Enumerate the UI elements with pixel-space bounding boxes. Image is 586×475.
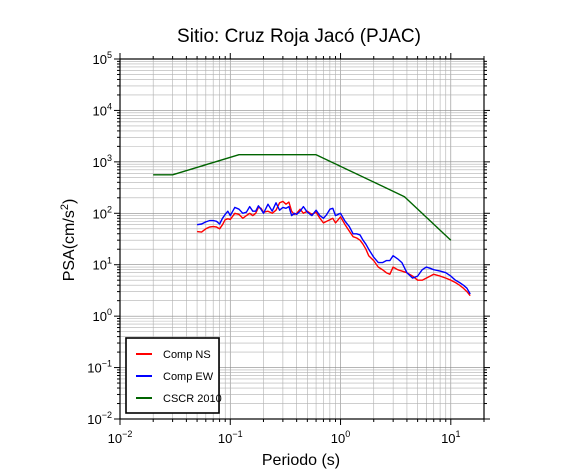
legend: Comp NS Comp EW CSCR 2010 [125,337,222,414]
grid [119,59,485,420]
y-tick-label: 101 [93,256,112,273]
series-line-comp-ew [196,202,471,295]
tick-marks [114,53,490,425]
y-tick-label: 10−1 [87,359,112,376]
x-axis-label: Periodo (s) [262,452,340,469]
x-tick-label: 101 [441,429,460,446]
series-line-cscr-2010 [153,153,452,241]
y-tick-labels: 10−2 10−1 100 101 102 103 104 105 [87,50,112,427]
y-tick-label: 105 [93,50,112,67]
y-tick-label: 104 [93,101,112,118]
legend-label: Comp NS [163,349,211,361]
y-axis-label: PSA(cm/s2) [59,199,78,282]
y-tick-label: 10−2 [87,410,112,427]
x-tick-label: 100 [331,429,350,446]
x-tick-label: 10−2 [108,429,133,446]
x-tick-labels: 10−2 10−1 100 101 [108,429,461,446]
series-line-comp-ns [197,200,471,297]
chart-title: Sitio: Cruz Roja Jacó (PJAC) [177,26,421,47]
legend-label: CSCR 2010 [163,393,222,405]
x-tick-label: 10−1 [218,429,243,446]
y-tick-label: 103 [93,153,112,170]
y-tick-label: 102 [93,204,112,221]
y-tick-label: 100 [93,307,112,324]
legend-label: Comp EW [163,371,214,383]
series-layer [153,153,471,297]
plot-frame [119,58,485,420]
